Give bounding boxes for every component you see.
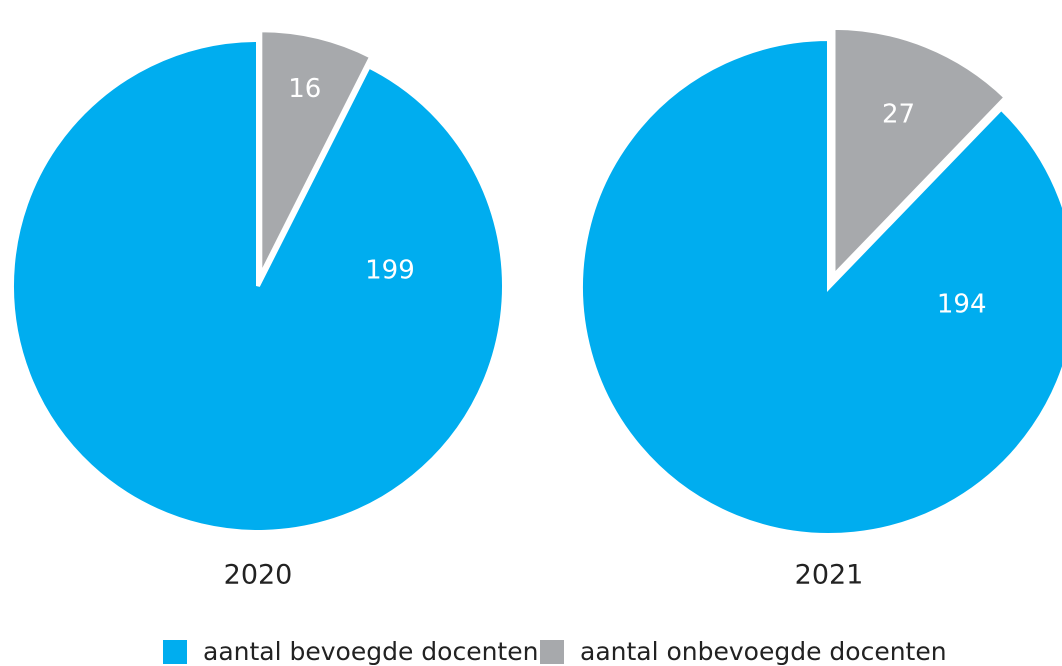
legend-swatch-onbevoegd bbox=[540, 640, 564, 664]
value-label-aantal-onbevoegde-docenten-2021: 27 bbox=[882, 99, 915, 129]
legend-label-bevoegd: aantal bevoegde docenten bbox=[203, 637, 538, 666]
pie-2020: 16 199 2020 bbox=[10, 28, 506, 591]
value-label-aantal-bevoegde-docenten-2020: 199 bbox=[365, 255, 415, 285]
slice-aantal-bevoegde-docenten-2021 bbox=[579, 36, 1062, 537]
value-label-aantal-onbevoegde-docenten-2020: 16 bbox=[288, 74, 321, 104]
legend-label-onbevoegd: aantal onbevoegde docenten bbox=[580, 637, 947, 666]
pie-title-2021: 2021 bbox=[795, 560, 864, 591]
slice-aantal-onbevoegde-docenten-2021 bbox=[831, 25, 1009, 281]
slice-aantal-bevoegde-docenten-2020 bbox=[10, 37, 506, 534]
legend-swatch-bevoegd bbox=[163, 640, 187, 664]
value-label-aantal-bevoegde-docenten-2021: 194 bbox=[937, 289, 987, 319]
pie-2021: 27 194 2021 bbox=[579, 25, 1062, 591]
slice-aantal-onbevoegde-docenten-2020 bbox=[258, 28, 374, 278]
legend: aantal bevoegde docenten aantal onbevoeg… bbox=[163, 637, 947, 666]
pie-title-2020: 2020 bbox=[224, 560, 293, 591]
